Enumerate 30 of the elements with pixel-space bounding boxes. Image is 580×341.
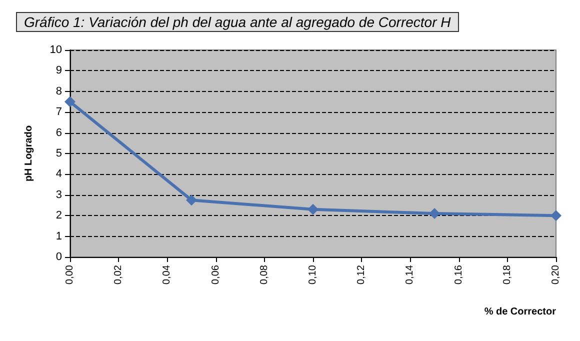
- y-tick-label: 2: [56, 210, 62, 222]
- x-axis-title: % de Corrector: [484, 306, 556, 318]
- y-tick-label: 4: [56, 168, 62, 180]
- y-tick-label: 5: [56, 148, 62, 160]
- x-tick-label: 0,20: [550, 264, 562, 284]
- y-tick-label: 7: [56, 106, 62, 118]
- x-tick-label: 0,06: [210, 264, 222, 284]
- x-tick-label: 0,10: [308, 264, 318, 284]
- x-tick-label: 0,08: [258, 264, 270, 284]
- chart-title: Gráfico 1: Variación del ph del agua ante al agregado de Corrector H: [24, 14, 452, 30]
- y-tick-label: 10: [50, 44, 62, 56]
- point: [308, 204, 318, 215]
- y-tick-label: 1: [56, 230, 62, 242]
- y-axis-title: pH Logrado: [24, 125, 34, 182]
- y-tick-label: 8: [56, 85, 62, 98]
- point: [64, 96, 76, 108]
- x-tick-label: 0,12: [356, 264, 368, 284]
- y-tick-label: 9: [56, 64, 62, 77]
- x-tick-label: 0,00: [64, 264, 76, 284]
- point: [429, 208, 440, 220]
- y-tick-label: 0: [56, 251, 62, 263]
- x-tick-label: 0,14: [404, 264, 416, 284]
- y-tick-label: 3: [56, 188, 62, 201]
- x-tick-label: 0,02: [113, 264, 124, 284]
- x-tick-label: 0,16: [453, 264, 464, 284]
- point: [186, 194, 197, 206]
- x-tick-label: 0,04: [162, 264, 173, 284]
- point: [550, 210, 562, 222]
- y-tick-label: 6: [56, 126, 62, 139]
- x-tick-label: 0,18: [502, 264, 513, 284]
